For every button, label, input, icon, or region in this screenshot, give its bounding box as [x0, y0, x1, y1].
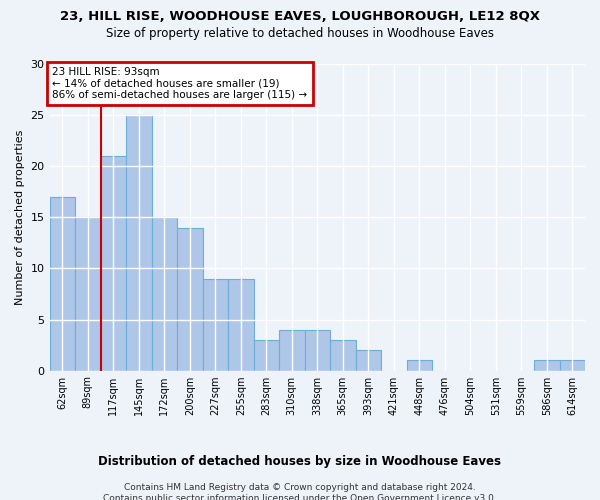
Bar	[50, 197, 75, 370]
Bar	[356, 350, 381, 370]
Bar	[560, 360, 585, 370]
Text: Distribution of detached houses by size in Woodhouse Eaves: Distribution of detached houses by size …	[98, 455, 502, 468]
Bar	[101, 156, 126, 370]
Bar	[203, 278, 228, 370]
Bar	[407, 360, 432, 370]
Text: Contains HM Land Registry data © Crown copyright and database right 2024.: Contains HM Land Registry data © Crown c…	[124, 482, 476, 492]
Text: 23, HILL RISE, WOODHOUSE EAVES, LOUGHBOROUGH, LE12 8QX: 23, HILL RISE, WOODHOUSE EAVES, LOUGHBOR…	[60, 10, 540, 23]
Bar	[534, 360, 560, 370]
Bar	[228, 278, 254, 370]
Bar	[75, 218, 101, 370]
Bar	[152, 218, 177, 370]
Bar	[305, 330, 330, 370]
Bar	[279, 330, 305, 370]
Y-axis label: Number of detached properties: Number of detached properties	[15, 130, 25, 305]
Text: Contains public sector information licensed under the Open Government Licence v3: Contains public sector information licen…	[103, 494, 497, 500]
Bar	[330, 340, 356, 370]
Text: 23 HILL RISE: 93sqm
← 14% of detached houses are smaller (19)
86% of semi-detach: 23 HILL RISE: 93sqm ← 14% of detached ho…	[52, 67, 307, 100]
Bar	[254, 340, 279, 370]
Bar	[177, 228, 203, 370]
Bar	[126, 115, 152, 370]
Text: Size of property relative to detached houses in Woodhouse Eaves: Size of property relative to detached ho…	[106, 28, 494, 40]
